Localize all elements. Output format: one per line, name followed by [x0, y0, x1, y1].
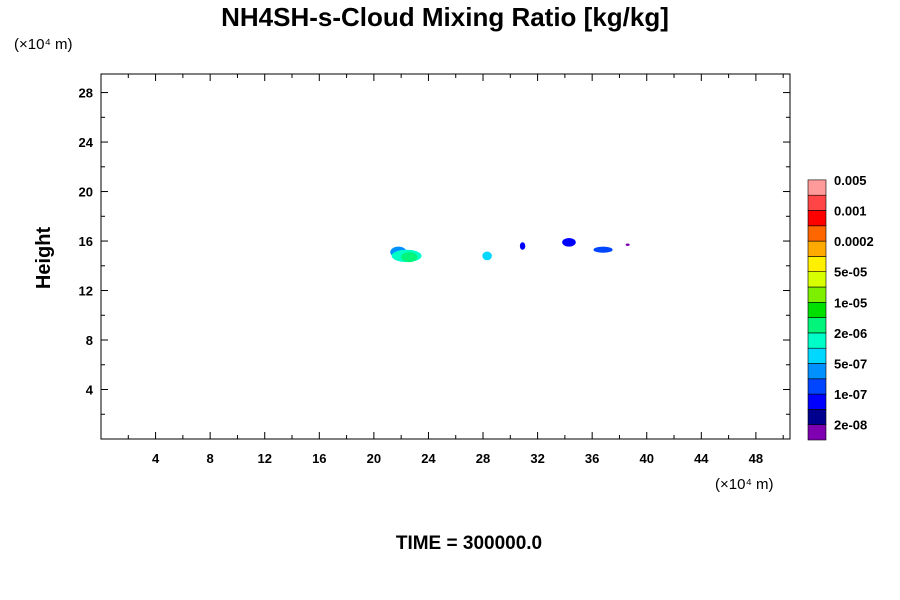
colorbar-swatch [807, 409, 827, 425]
colorbar-swatch [807, 378, 827, 395]
colorbar-label: 5e-05 [834, 265, 867, 280]
colorbar-label: 2e-08 [834, 418, 867, 433]
colorbar-label: 2e-06 [834, 326, 867, 341]
x-tick-label: 40 [640, 451, 654, 466]
colorbar-labels: 2e-08 1e-07 5e-07 2e-06 1e-05 5e-05 0.0002 0.00… [834, 173, 874, 433]
colorbar-swatch [807, 256, 827, 272]
colorbar-swatch [807, 210, 827, 227]
colorbar-swatch [807, 363, 827, 380]
y-tick-label: 16 [79, 234, 93, 249]
cloud-feature-7 [593, 246, 613, 253]
cloud-feature-8 [625, 243, 630, 246]
chart-title: NH4SH-s-Cloud Mixing Ratio [kg/kg] [221, 2, 669, 32]
colorbar-swatch [807, 225, 827, 242]
x-tick-label: 48 [749, 451, 763, 466]
cloud-feature-4 [482, 251, 492, 261]
x-tick-label: 28 [476, 451, 490, 466]
x-tick-labels: 4 8 12 16 20 24 28 32 36 40 44 48 [152, 451, 763, 466]
colorbar-swatch [807, 240, 827, 257]
time-label: TIME = 300000.0 [396, 533, 542, 554]
colorbar-swatch [807, 179, 827, 196]
colorbar-swatch [807, 271, 827, 288]
y-tick-label: 28 [79, 86, 93, 101]
field-features [390, 237, 630, 263]
colorbar-swatch [807, 332, 827, 349]
x-unit-label: (×10⁴ m) [715, 476, 774, 493]
x-tick-label: 20 [367, 451, 381, 466]
colorbar-label: 0.005 [834, 173, 867, 188]
x-tick-label: 4 [152, 451, 160, 466]
cloud-feature-3 [401, 252, 418, 263]
x-tick-label: 32 [530, 451, 544, 466]
x-tick-label: 8 [207, 451, 214, 466]
colorbar-label: 5e-07 [834, 357, 867, 372]
y-tick-label: 20 [79, 185, 93, 200]
colorbar-label: 1e-07 [834, 387, 867, 402]
x-tick-label: 36 [585, 451, 599, 466]
colorbar-label: 0.001 [834, 204, 867, 219]
colorbar-swatch [807, 393, 827, 410]
axis-ticks [101, 74, 790, 439]
colorbar-label: 1e-05 [834, 295, 867, 310]
colorbar-swatch [807, 194, 827, 211]
y-tick-label: 12 [79, 284, 93, 299]
colorbar-swatch [807, 347, 827, 364]
colorbar-swatch [807, 317, 827, 334]
colorbar-swatch [807, 424, 827, 441]
y-unit-label: (×10⁴ m) [14, 36, 73, 53]
y-tick-label: 8 [86, 333, 93, 348]
colorbar [807, 179, 827, 441]
cloud-feature-5 [519, 242, 526, 250]
y-tick-label: 24 [79, 135, 94, 150]
plot-frame [100, 73, 791, 440]
colorbar-swatch [807, 286, 827, 303]
x-tick-label: 16 [312, 451, 326, 466]
y-axis-label: Height [33, 227, 55, 290]
x-tick-label: 24 [421, 451, 436, 466]
cloud-feature-6 [562, 237, 576, 247]
colorbar-label: 0.0002 [834, 234, 874, 249]
y-tick-labels: 4 8 12 16 20 24 28 [79, 86, 94, 398]
x-tick-label: 12 [257, 451, 271, 466]
x-tick-label: 44 [694, 451, 709, 466]
colorbar-swatch [807, 301, 827, 318]
y-tick-label: 4 [86, 383, 94, 398]
